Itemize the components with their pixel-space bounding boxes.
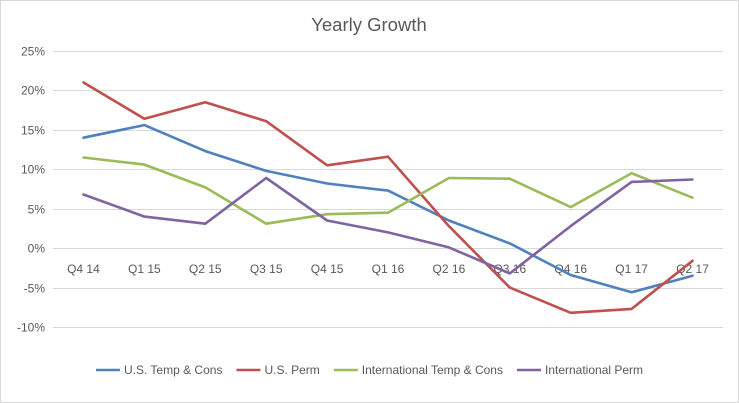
legend-label: International Perm <box>545 363 643 377</box>
x-tick-label: Q1 15 <box>128 262 161 276</box>
x-tick-label: Q4 14 <box>67 262 100 276</box>
x-tick-label: Q3 15 <box>250 262 283 276</box>
legend-label: U.S. Temp & Cons <box>124 363 222 377</box>
chart-title: Yearly Growth <box>311 14 427 35</box>
series-line-u-s-perm <box>82 81 694 315</box>
x-tick-label: Q1 17 <box>615 262 648 276</box>
y-tick-label: 15% <box>21 124 45 138</box>
x-tick-label: Q4 16 <box>554 262 587 276</box>
series-line-international-perm <box>82 176 694 275</box>
y-tick-label: -10% <box>17 321 45 335</box>
x-tick-label: Q2 15 <box>189 262 222 276</box>
y-axis-ticks: 25% 20% 15% 10% 5% 0% -5% -10% <box>17 45 45 335</box>
x-tick-label: Q1 16 <box>372 262 405 276</box>
y-tick-label: 5% <box>28 203 46 217</box>
y-tick-label: 10% <box>21 163 45 177</box>
x-tick-label: Q2 16 <box>433 262 466 276</box>
x-tick-label: Q4 15 <box>311 262 344 276</box>
gridlines <box>53 51 723 328</box>
series-line-international-temp-cons <box>82 156 694 225</box>
y-tick-label: -5% <box>24 282 46 296</box>
legend-label: International Temp & Cons <box>362 363 503 377</box>
series-line-u-s-temp-cons <box>82 123 694 294</box>
y-tick-label: 20% <box>21 84 45 98</box>
x-axis-ticks: Q4 14 Q1 15 Q2 15 Q3 15 Q4 15 Q1 16 Q2 16 Q3 16… <box>67 262 709 276</box>
y-tick-label: 25% <box>21 45 45 59</box>
legend: U.S. Temp & Cons U.S. Perm International T… <box>95 363 643 377</box>
series-lines <box>82 81 694 315</box>
legend-label: U.S. Perm <box>264 363 319 377</box>
y-tick-label: 0% <box>28 242 46 256</box>
